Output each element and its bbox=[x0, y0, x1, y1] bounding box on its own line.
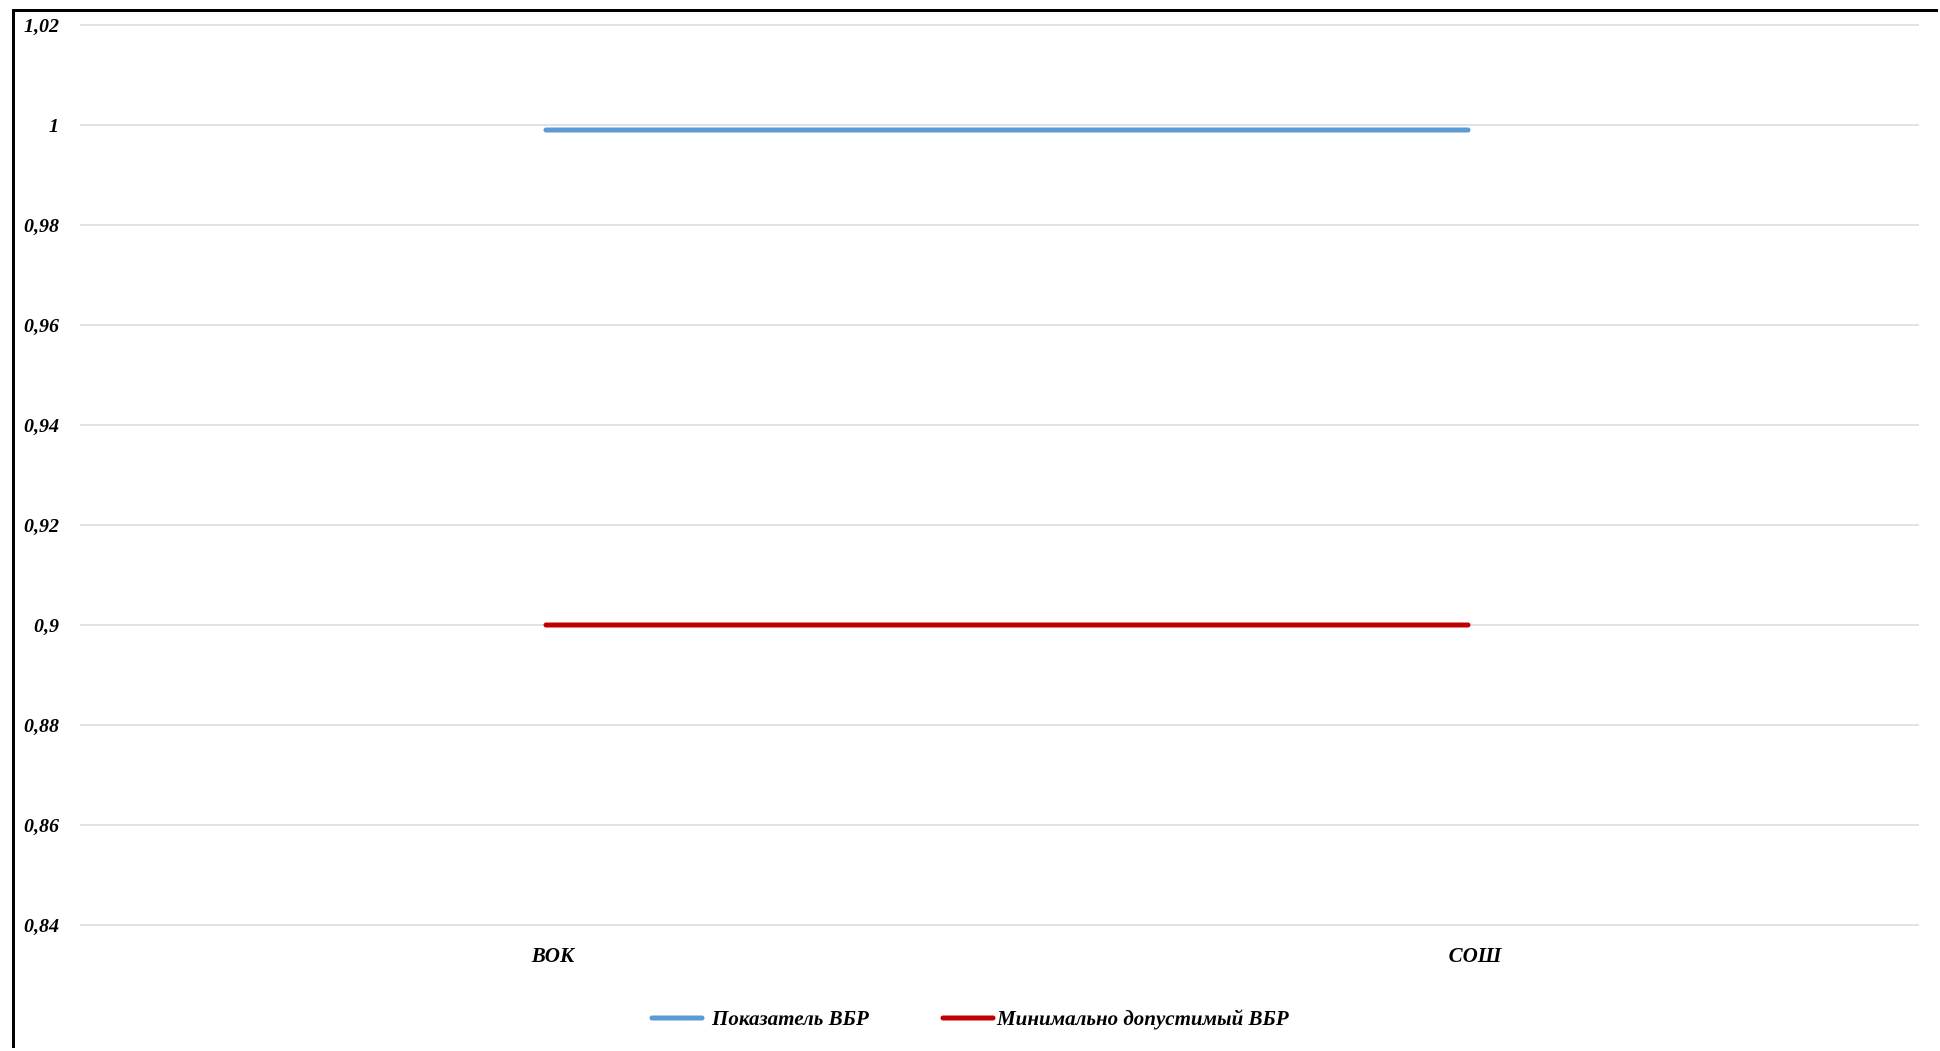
y-tick-label: 0,94 bbox=[24, 415, 59, 437]
y-tick-label: 0,86 bbox=[24, 815, 59, 837]
y-tick-label: 1,02 bbox=[24, 15, 59, 37]
y-tick-label: 0,92 bbox=[24, 515, 59, 537]
x-category-label: ВОК bbox=[531, 943, 576, 967]
x-axis-categories: ВОК СОШ bbox=[531, 943, 1503, 967]
y-tick-label: 0,96 bbox=[24, 315, 59, 337]
legend-label: Минимально допустимый ВБР bbox=[996, 1006, 1289, 1030]
y-axis-ticks: 0,84 0,86 0,88 0,9 0,92 0,94 0,96 0,98 1 1,02 bbox=[24, 15, 59, 937]
chart-frame: 0,84 0,86 0,88 0,9 0,92 0,94 0,96 0,98 1 1,02 ВОК… bbox=[12, 9, 1938, 1048]
legend-label: Показатель ВБР bbox=[711, 1006, 869, 1030]
gridlines bbox=[80, 24, 1919, 926]
series-lines bbox=[543, 127, 1471, 628]
y-tick-label: 1 bbox=[49, 115, 59, 137]
line-chart: 0,84 0,86 0,88 0,9 0,92 0,94 0,96 0,98 1 1,02 ВОК… bbox=[24, 15, 1919, 1030]
y-tick-label: 0,88 bbox=[24, 715, 59, 737]
y-tick-label: 0,9 bbox=[34, 615, 59, 637]
y-tick-label: 0,84 bbox=[24, 915, 59, 937]
x-category-label: СОШ bbox=[1449, 943, 1503, 967]
y-tick-label: 0,98 bbox=[24, 215, 59, 237]
legend-item-1: Показатель ВБР bbox=[649, 1006, 869, 1030]
legend-item-2: Минимально допустимый ВБР bbox=[940, 1006, 1289, 1030]
legend: Показатель ВБР Минимально допустимый ВБР bbox=[649, 1006, 1289, 1030]
